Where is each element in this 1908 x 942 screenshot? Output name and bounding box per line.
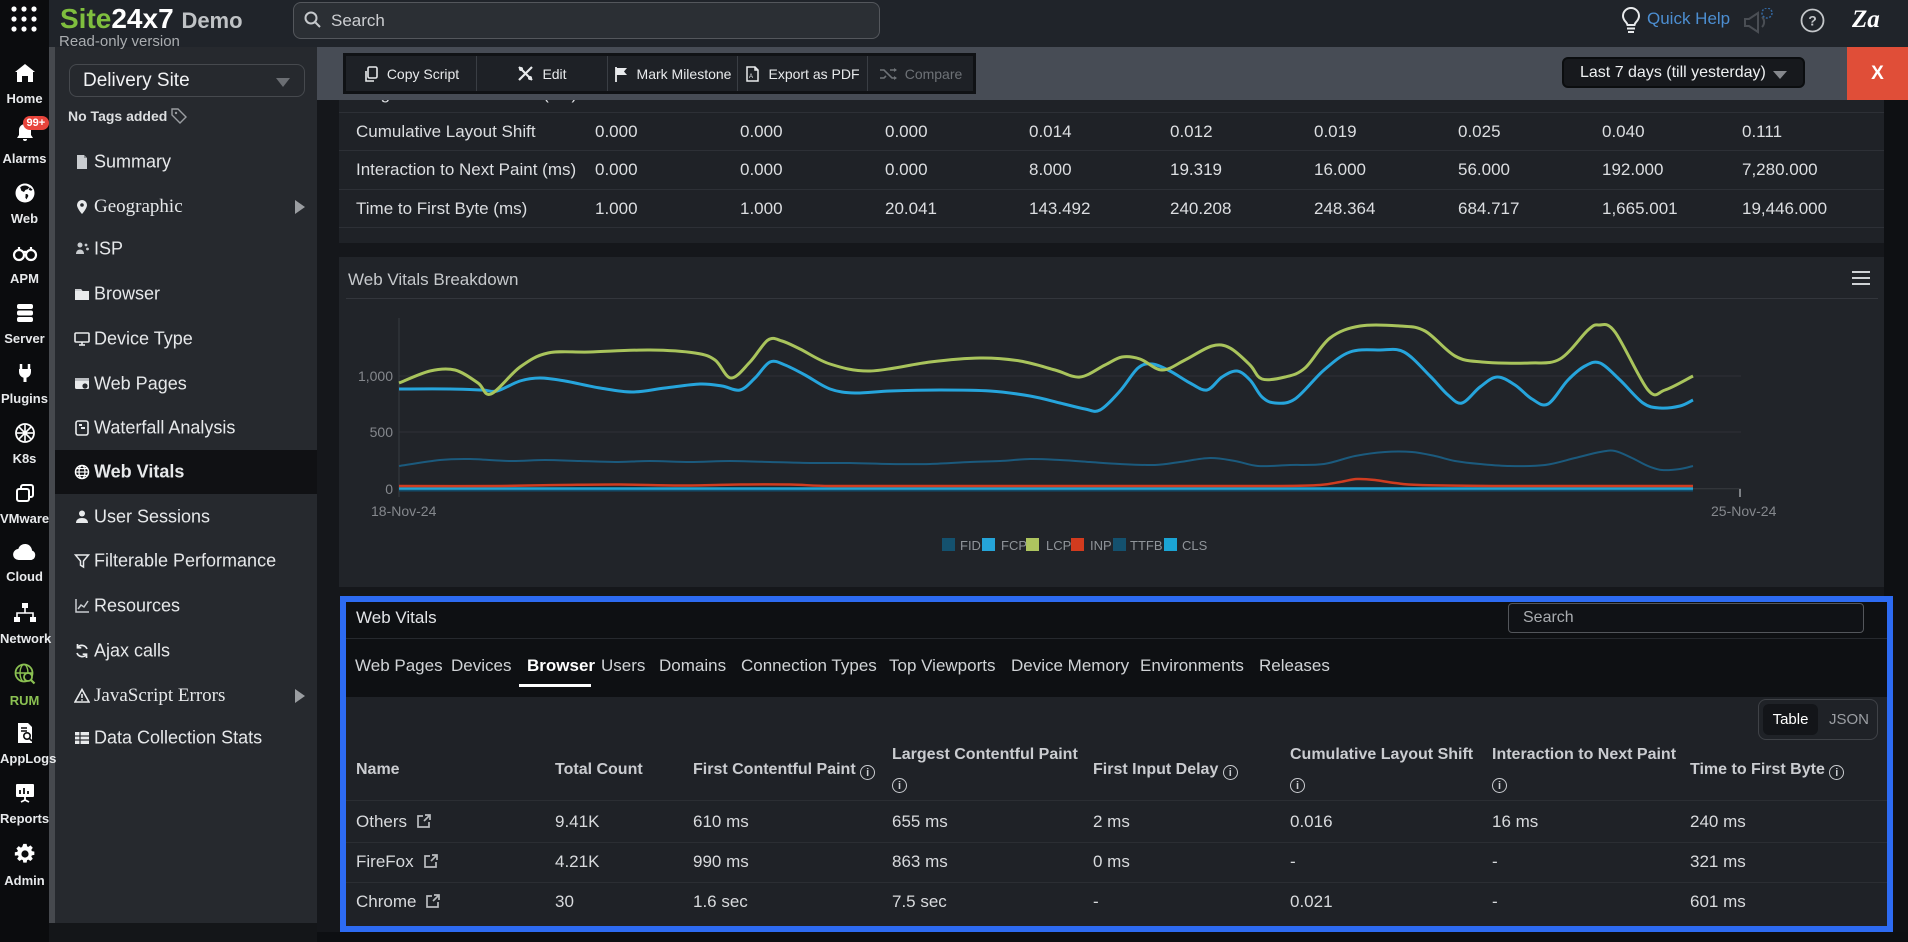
svg-text:?: ? — [1808, 13, 1817, 29]
svg-text:A: A — [749, 74, 753, 80]
